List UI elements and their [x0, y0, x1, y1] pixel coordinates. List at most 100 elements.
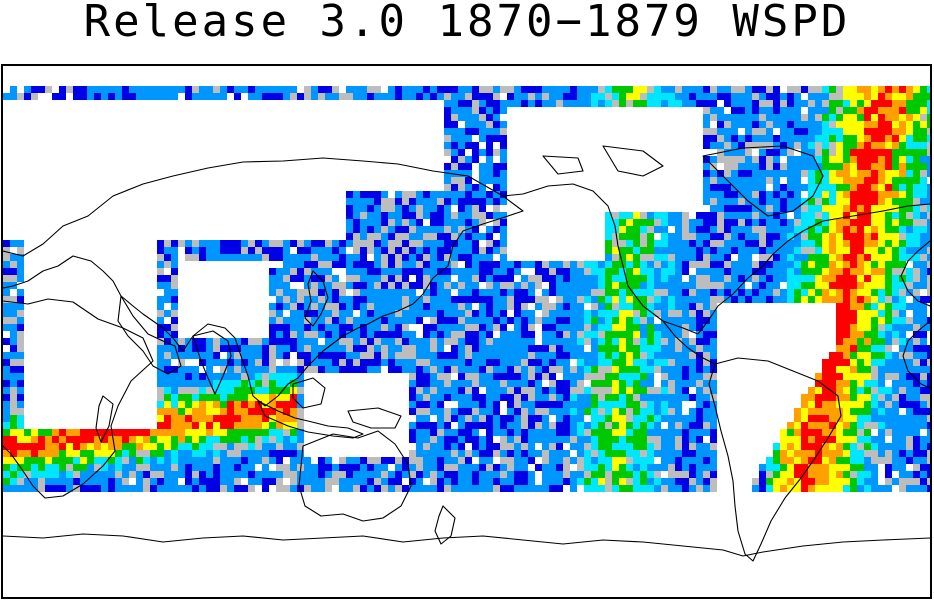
grid-cell	[437, 471, 444, 478]
grid-cell	[878, 296, 885, 303]
grid-cell	[549, 485, 556, 492]
grid-cell	[353, 289, 360, 296]
grid-cell	[647, 226, 654, 233]
grid-cell	[297, 359, 304, 366]
grid-cell	[213, 436, 220, 443]
grid-cell	[24, 457, 31, 464]
grid-cell	[458, 303, 465, 310]
grid-cell	[801, 212, 808, 219]
grid-cell	[878, 135, 885, 142]
grid-cell	[556, 289, 563, 296]
grid-cell	[409, 191, 416, 198]
grid-cell	[528, 289, 535, 296]
grid-cell	[395, 485, 402, 492]
grid-cell	[570, 345, 577, 352]
grid-cell	[570, 373, 577, 380]
grid-cell	[178, 436, 185, 443]
grid-cell	[563, 401, 570, 408]
grid-cell	[171, 303, 178, 310]
grid-cell	[843, 471, 850, 478]
grid-cell	[682, 233, 689, 240]
grid-cell	[185, 93, 192, 100]
grid-cell	[458, 240, 465, 247]
grid-cell	[346, 240, 353, 247]
grid-cell	[507, 345, 514, 352]
grid-cell	[479, 443, 486, 450]
grid-cell	[689, 408, 696, 415]
grid-cell	[836, 233, 843, 240]
grid-cell	[682, 310, 689, 317]
grid-cell	[458, 380, 465, 387]
grid-cell	[416, 450, 423, 457]
grid-cell	[906, 380, 913, 387]
grid-cell	[297, 443, 304, 450]
grid-cell	[675, 345, 682, 352]
grid-cell	[857, 142, 864, 149]
grid-cell	[423, 408, 430, 415]
grid-cell	[409, 219, 416, 226]
grid-cell	[822, 359, 829, 366]
grid-cell	[157, 471, 164, 478]
grid-cell	[157, 401, 164, 408]
grid-cell	[633, 464, 640, 471]
grid-cell	[794, 422, 801, 429]
grid-cell	[388, 86, 395, 93]
grid-cell	[388, 212, 395, 219]
grid-cell	[815, 205, 822, 212]
grid-cell	[479, 86, 486, 93]
grid-cell	[52, 457, 59, 464]
grid-cell	[381, 219, 388, 226]
grid-cell	[360, 254, 367, 261]
grid-cell	[444, 261, 451, 268]
grid-cell	[479, 135, 486, 142]
grid-cell	[640, 212, 647, 219]
grid-cell	[745, 289, 752, 296]
grid-cell	[325, 324, 332, 331]
grid-cell	[451, 233, 458, 240]
grid-cell	[395, 324, 402, 331]
grid-cell	[605, 240, 612, 247]
grid-cell	[605, 233, 612, 240]
grid-cell	[892, 261, 899, 268]
grid-cell	[899, 380, 906, 387]
grid-cell	[269, 380, 276, 387]
grid-cell	[927, 401, 930, 408]
grid-cell	[647, 247, 654, 254]
grid-cell	[787, 422, 794, 429]
grid-cell	[493, 289, 500, 296]
grid-cell	[10, 296, 17, 303]
grid-cell	[787, 429, 794, 436]
grid-cell	[381, 191, 388, 198]
grid-cell	[689, 422, 696, 429]
grid-cell	[164, 359, 171, 366]
grid-cell	[885, 485, 892, 492]
grid-cell	[276, 268, 283, 275]
grid-cell	[220, 359, 227, 366]
grid-cell	[864, 380, 871, 387]
grid-cell	[535, 422, 542, 429]
grid-cell	[185, 373, 192, 380]
grid-cell	[815, 247, 822, 254]
grid-cell	[591, 478, 598, 485]
grid-cell	[822, 107, 829, 114]
grid-cell	[654, 464, 661, 471]
grid-cell	[584, 408, 591, 415]
grid-cell	[157, 240, 164, 247]
grid-cell	[227, 380, 234, 387]
grid-cell	[164, 471, 171, 478]
grid-cell	[612, 275, 619, 282]
grid-cell	[661, 352, 668, 359]
grid-cell	[906, 212, 913, 219]
grid-cell	[255, 338, 262, 345]
grid-cell	[647, 380, 654, 387]
grid-cell	[409, 317, 416, 324]
grid-cell	[829, 268, 836, 275]
grid-cell	[507, 100, 514, 107]
grid-cell	[563, 478, 570, 485]
grid-cell	[304, 310, 311, 317]
grid-cell	[185, 450, 192, 457]
grid-cell	[234, 436, 241, 443]
grid-cell	[885, 135, 892, 142]
grid-cell	[675, 226, 682, 233]
grid-cell	[164, 254, 171, 261]
